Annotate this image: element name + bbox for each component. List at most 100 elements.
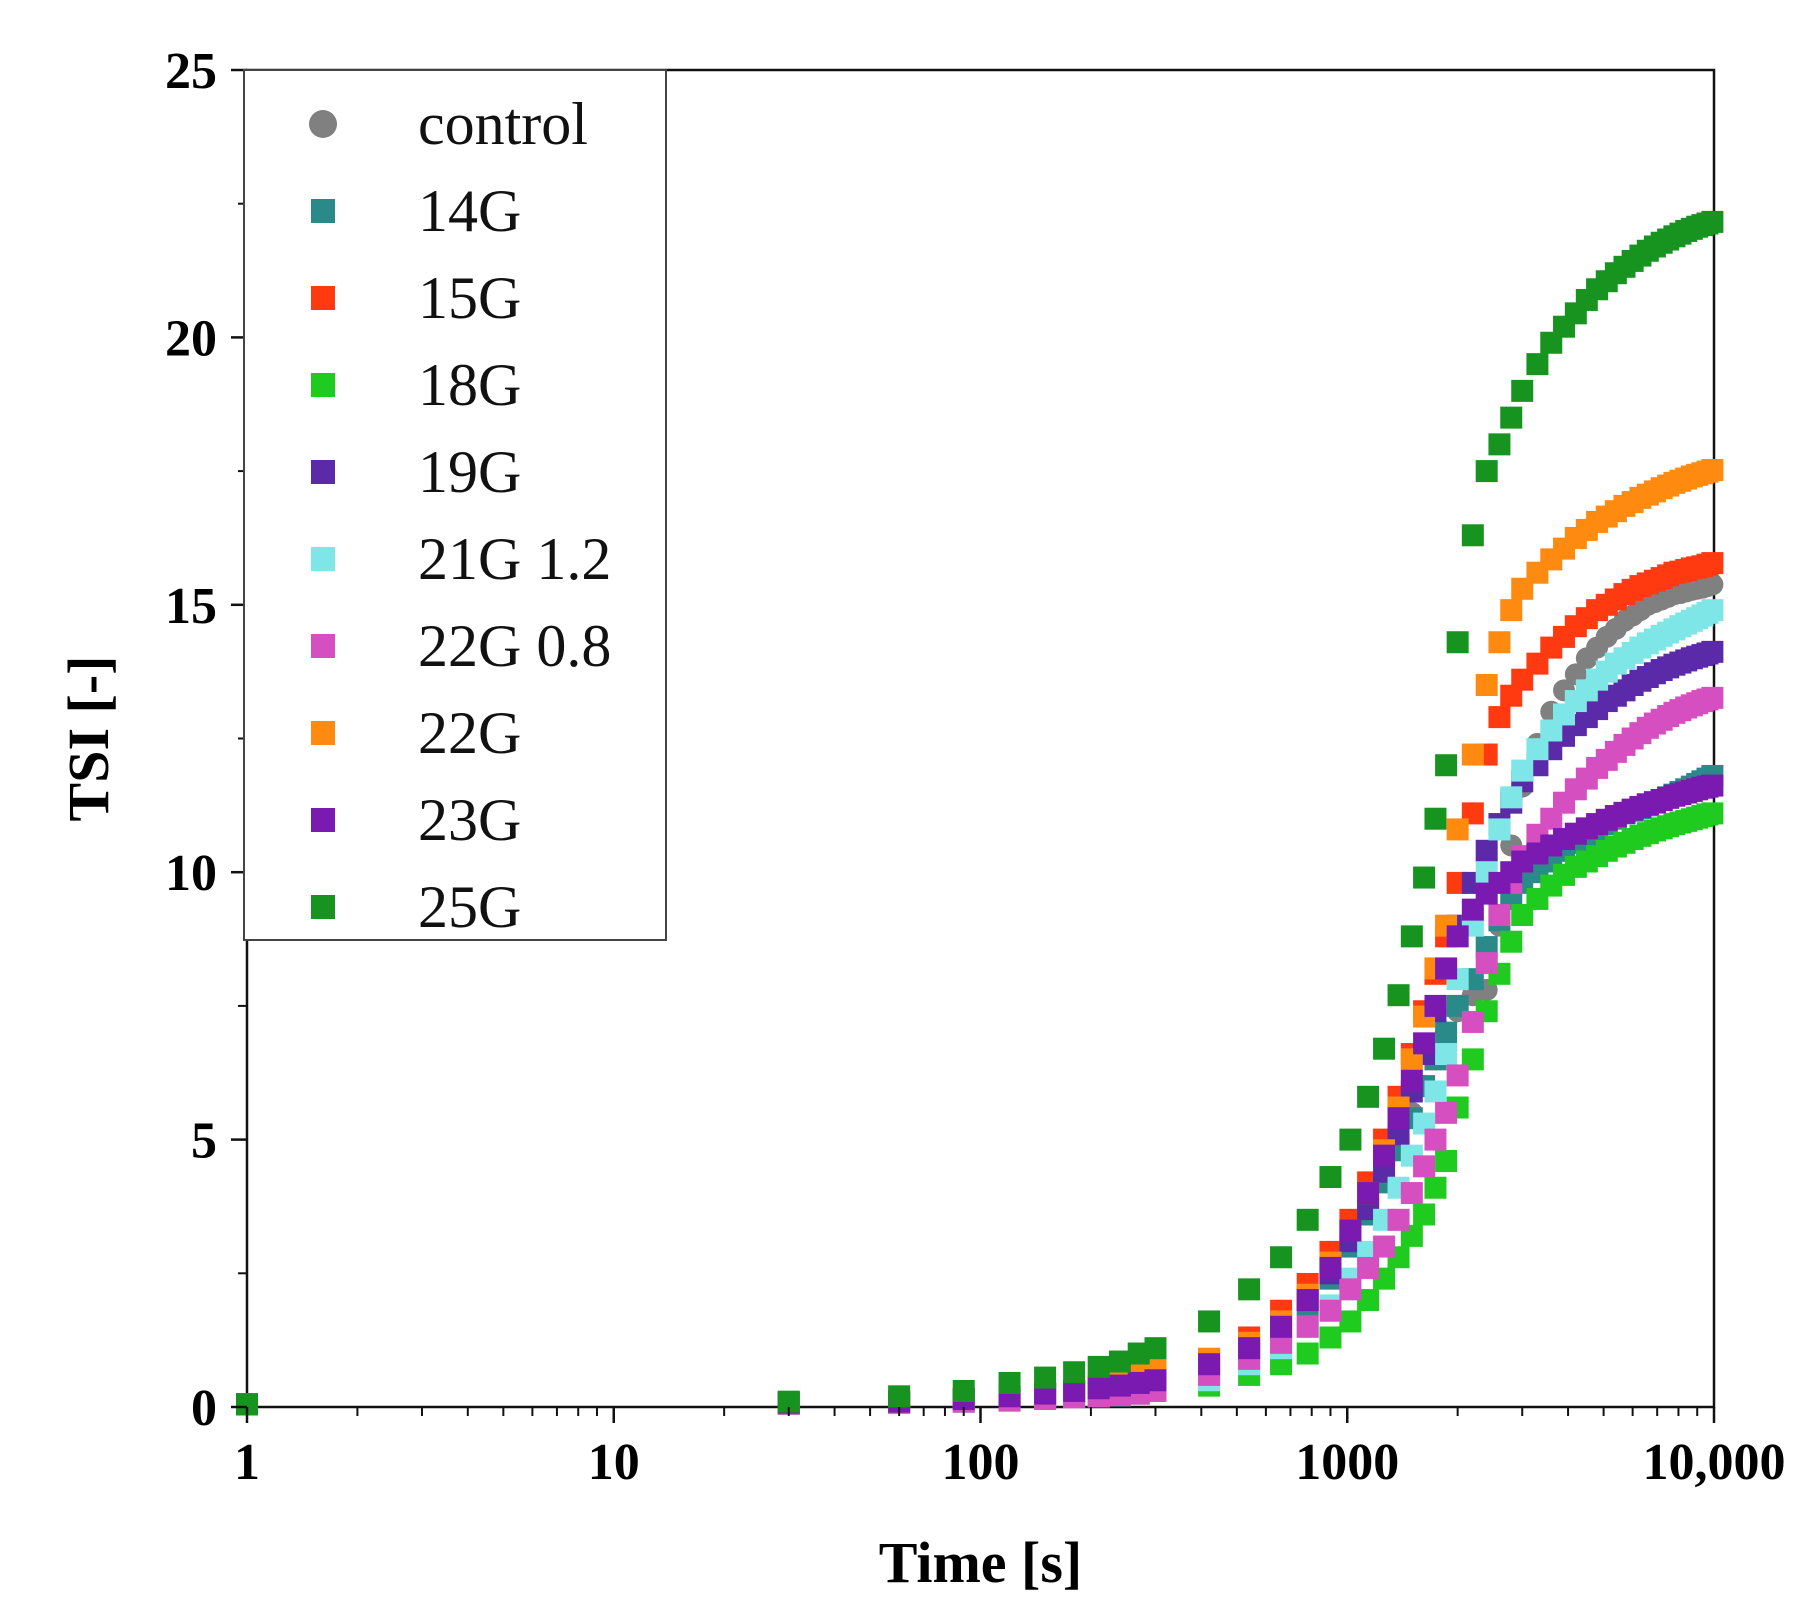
data-point: [1435, 754, 1458, 777]
data-point: [1198, 1310, 1221, 1333]
legend-marker: [311, 547, 335, 571]
data-point: [1488, 433, 1511, 456]
data-point: [1319, 1326, 1342, 1349]
legend-marker: [311, 199, 335, 223]
data-point: [1339, 1128, 1362, 1151]
legend-marker: [309, 110, 337, 138]
data-point: [1446, 1064, 1469, 1087]
data-point: [1424, 1176, 1447, 1199]
data-point: [1446, 631, 1469, 654]
data-point: [1446, 818, 1469, 841]
data-point: [1701, 552, 1724, 575]
data-point: [1198, 1353, 1221, 1376]
data-point: [1087, 1377, 1110, 1400]
legend-marker: [311, 634, 335, 658]
x-tick-label: 100: [942, 1434, 1020, 1491]
axes: 0 5 10 15 20 25 1 10 100 1000 10,000: [165, 43, 1786, 1491]
data-point: [1488, 706, 1511, 729]
data-point: [1475, 839, 1498, 862]
legend-marker: [311, 460, 335, 484]
data-point: [1511, 379, 1534, 402]
y-tick-label: 5: [191, 1113, 217, 1170]
data-point: [1500, 930, 1523, 953]
data-point: [1475, 460, 1498, 483]
data-point: [1373, 1144, 1396, 1167]
legend-marker: [311, 721, 335, 745]
data-point: [1701, 640, 1724, 663]
data-point: [1475, 952, 1498, 975]
data-point: [1511, 759, 1534, 782]
data-point: [1270, 1246, 1293, 1269]
y-tick-label: 15: [165, 578, 217, 635]
y-tick-label: 25: [165, 43, 217, 100]
data-point: [1296, 1208, 1319, 1231]
data-point: [1063, 1379, 1086, 1402]
data-point: [1339, 1219, 1362, 1242]
data-point: [1108, 1350, 1131, 1373]
legend-label: 21G 1.2: [418, 526, 611, 592]
y-tick-label: 10: [165, 845, 217, 902]
data-markers: [236, 210, 1724, 1416]
legend-marker: [311, 373, 335, 397]
data-point: [1701, 774, 1724, 797]
legend-label: control: [418, 91, 588, 157]
legend-label: 15G: [418, 265, 521, 331]
legend-label: 22G: [418, 700, 521, 766]
data-point: [1144, 1337, 1167, 1360]
data-point: [1500, 599, 1523, 622]
data-point: [888, 1385, 911, 1408]
data-point: [1034, 1366, 1057, 1389]
y-tick-label: 20: [165, 310, 217, 367]
data-point: [1488, 631, 1511, 654]
data-point: [1488, 903, 1511, 926]
legend-label: 25G: [418, 874, 521, 940]
x-tick-label: 10: [588, 1434, 640, 1491]
data-point: [1701, 459, 1724, 482]
x-axis-title: Time [s]: [879, 1530, 1083, 1595]
data-point: [1373, 1037, 1396, 1060]
x-tick-label: 1: [234, 1434, 260, 1491]
legend-marker: [311, 895, 335, 919]
data-point: [952, 1379, 975, 1402]
data-point: [1475, 674, 1498, 697]
data-point: [1526, 353, 1549, 376]
data-point: [1435, 1043, 1458, 1066]
data-point: [1413, 866, 1436, 889]
data-point: [1500, 786, 1523, 809]
data-point: [1446, 925, 1469, 948]
y-tick-label: 0: [191, 1380, 217, 1437]
legend-label: 23G: [418, 787, 521, 853]
data-point: [1319, 1256, 1342, 1279]
data-point: [1373, 1235, 1396, 1258]
y-axis-title: TSI [-]: [56, 656, 121, 822]
data-point: [1400, 1182, 1423, 1205]
data-point: [1435, 1149, 1458, 1172]
data-point: [1413, 1203, 1436, 1226]
data-point: [1461, 524, 1484, 547]
data-point: [1526, 738, 1549, 761]
data-point: [1296, 1289, 1319, 1312]
data-point: [1424, 807, 1447, 830]
data-point: [1424, 994, 1447, 1017]
data-point: [1461, 743, 1484, 766]
data-point: [1339, 1278, 1362, 1301]
data-point: [1087, 1355, 1110, 1378]
data-point: [1296, 1315, 1319, 1338]
data-point: [1127, 1342, 1150, 1365]
legend-label: 14G: [418, 178, 521, 244]
data-point: [1238, 1278, 1261, 1301]
data-point: [1357, 1256, 1380, 1279]
data-point: [1500, 406, 1523, 429]
legend: control 14G 15G 18G 19G 21G 1.2 22G 0.8 22G 23G 2…: [243, 69, 667, 941]
data-point: [1238, 1337, 1261, 1360]
data-point: [1701, 210, 1724, 233]
data-point: [1319, 1166, 1342, 1189]
data-point: [1296, 1342, 1319, 1365]
data-point: [1461, 1010, 1484, 1033]
data-point: [998, 1371, 1021, 1394]
series-25g: [236, 210, 1724, 1416]
data-point: [1701, 599, 1724, 622]
data-point: [1413, 1155, 1436, 1178]
legend-marker: [311, 286, 335, 310]
